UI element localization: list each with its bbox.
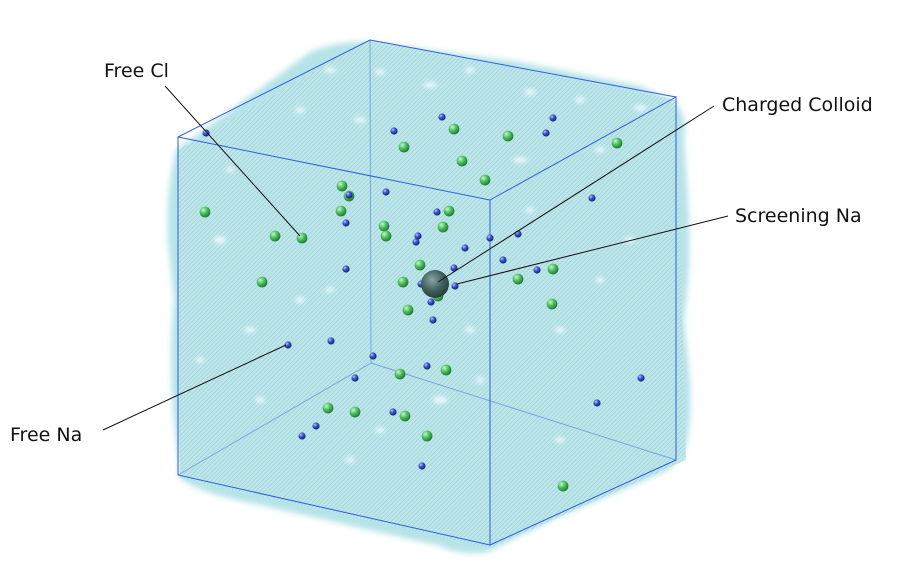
cl-ion	[394, 368, 406, 380]
na-ion	[438, 113, 446, 121]
cl-ion	[443, 205, 455, 217]
charged-colloid	[421, 270, 449, 298]
na-ions	[202, 113, 645, 470]
cl-ion	[547, 263, 559, 275]
cl-ion	[414, 259, 426, 271]
cl-ion	[378, 220, 390, 232]
na-ion	[345, 191, 353, 199]
label-free-na: Free Na	[10, 424, 83, 446]
cl-ion	[421, 430, 433, 442]
na-ion	[414, 232, 422, 240]
na-ion	[499, 256, 507, 264]
cl-ion	[336, 180, 348, 192]
na-ion	[284, 341, 292, 349]
leader-free-na	[102, 344, 287, 431]
label-screening-na: Screening Na	[735, 205, 862, 227]
leader-lines	[102, 85, 729, 431]
leader-free-cl	[164, 85, 301, 237]
colloid-sphere	[421, 270, 449, 298]
na-ion	[542, 129, 550, 137]
leader-screening-na	[456, 215, 729, 285]
na-ion	[327, 337, 335, 345]
na-ion	[382, 188, 390, 196]
cl-ion	[557, 480, 569, 492]
na-ion	[427, 298, 435, 306]
cl-ion	[398, 141, 410, 153]
cl-ion	[502, 130, 514, 142]
label-charged-colloid: Charged Colloid	[722, 94, 873, 116]
na-ion	[342, 265, 350, 273]
na-ion	[418, 462, 426, 470]
cl-ions	[199, 123, 623, 492]
simulation-box-edges	[177, 39, 678, 546]
na-ion	[593, 399, 601, 407]
label-free-cl: Free Cl	[104, 60, 169, 82]
na-ion	[312, 422, 320, 430]
leader-charged-colloid	[437, 105, 715, 283]
na-ion	[202, 129, 210, 137]
cl-ion	[380, 230, 392, 242]
na-ion	[423, 362, 431, 370]
cl-ion	[448, 123, 460, 135]
na-ion	[390, 127, 398, 135]
na-ion	[549, 114, 557, 122]
na-ion	[369, 352, 377, 360]
cl-ion	[397, 276, 409, 288]
na-ion	[342, 219, 350, 227]
na-ion	[298, 432, 306, 440]
cl-ion	[512, 273, 524, 285]
na-ion	[389, 408, 397, 416]
cl-ion	[199, 206, 211, 218]
na-ion	[533, 266, 541, 274]
cl-ion	[399, 410, 411, 422]
cl-ion	[335, 205, 347, 217]
na-ion	[433, 208, 441, 216]
cl-ion	[402, 304, 414, 316]
cl-ion	[546, 298, 558, 310]
na-ion	[588, 194, 596, 202]
na-ion	[412, 238, 420, 246]
na-ion	[351, 374, 359, 382]
cl-ion	[479, 174, 491, 186]
na-ion	[429, 316, 437, 324]
na-ion	[637, 374, 645, 382]
na-ion	[450, 264, 458, 272]
na-ion	[451, 282, 459, 290]
cl-ion	[456, 155, 468, 167]
cl-ion	[611, 137, 623, 149]
cl-ion	[269, 230, 281, 242]
cl-ion	[322, 402, 334, 414]
cl-ion	[349, 406, 361, 418]
cl-ion	[256, 276, 268, 288]
cl-ion	[437, 221, 449, 233]
cl-ion	[440, 364, 452, 376]
water-highlights	[196, 67, 646, 463]
na-ion	[461, 244, 469, 252]
na-ion	[486, 234, 494, 242]
